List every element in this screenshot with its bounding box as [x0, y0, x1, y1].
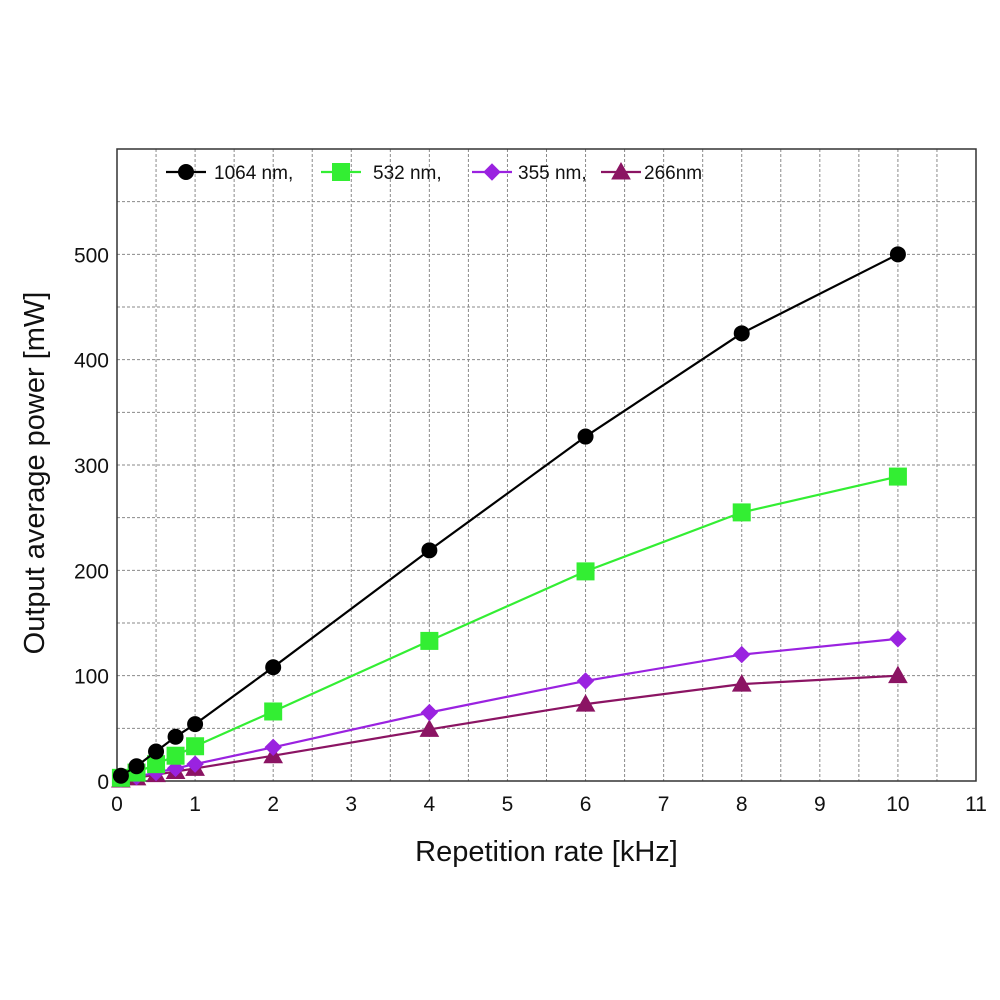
y-axis-title: Output average power [mW] — [19, 292, 51, 655]
series-line — [120, 475, 899, 779]
tick-labels: 0 1 2 3 4 5 6 7 8 9 10 11 0 100 200 300 400 500 — [74, 244, 987, 816]
data-point-circle — [148, 743, 165, 760]
x-tick-label: 11 — [965, 793, 987, 816]
data-point-circle — [889, 246, 906, 263]
y-tick-label: 0 — [97, 771, 109, 794]
legend: 1064 nm, 532 nm, 355 nm, 266nm — [166, 161, 702, 184]
data-point-square — [732, 503, 751, 522]
data-point-diamond — [264, 738, 282, 757]
series-group — [111, 246, 908, 788]
legend-label: 266nm — [644, 163, 702, 184]
x-axis-title: Repetition rate [kHz] — [415, 836, 678, 868]
data-point-triangle — [888, 665, 908, 684]
data-point-circle — [733, 325, 750, 342]
data-point-diamond — [576, 672, 595, 690]
data-point-square — [888, 467, 907, 486]
legend-entry: 532 nm, — [321, 163, 442, 184]
data-point-square — [166, 746, 185, 765]
data-point-circle — [112, 767, 129, 784]
series-line — [120, 253, 899, 777]
x-tick-label: 5 — [502, 793, 514, 816]
series-line — [120, 674, 898, 781]
series-1 — [111, 467, 907, 787]
y-tick-label: 100 — [74, 666, 109, 689]
legend-label: 355 nm, — [518, 163, 587, 184]
legend-marker-triangle — [611, 161, 631, 180]
y-tick-label: 500 — [74, 244, 109, 267]
legend-label: 532 nm, — [373, 163, 442, 184]
legend-marker-circle — [178, 164, 194, 180]
y-tick-label: 400 — [74, 350, 109, 373]
data-point-square — [420, 631, 439, 650]
data-point-square — [186, 737, 205, 756]
legend-entry: 1064 nm, — [166, 163, 293, 184]
data-point-circle — [128, 758, 145, 775]
x-tick-label: 10 — [886, 793, 909, 816]
x-tick-label: 8 — [736, 793, 748, 816]
x-tick-label: 6 — [580, 793, 592, 816]
series-3 — [111, 665, 908, 788]
data-point-circle — [577, 428, 594, 445]
data-point-diamond — [733, 645, 751, 664]
legend-entry: 266nm — [601, 161, 702, 184]
data-point-square — [576, 562, 595, 581]
x-tick-label: 9 — [814, 793, 826, 816]
data-point-triangle — [575, 694, 596, 712]
x-tick-label: 1 — [189, 793, 201, 816]
data-point-diamond — [889, 630, 907, 648]
data-point-triangle — [419, 719, 440, 737]
data-point-triangle — [731, 674, 752, 692]
data-point-circle — [265, 659, 282, 676]
grid — [117, 149, 976, 781]
series-line — [120, 637, 899, 780]
data-point-circle — [421, 542, 438, 559]
x-tick-label: 4 — [424, 793, 436, 816]
x-tick-label: 0 — [111, 793, 123, 816]
data-point-circle — [187, 716, 204, 733]
legend-marker-square — [332, 163, 350, 181]
data-point-diamond — [186, 755, 204, 773]
data-point-circle — [167, 728, 184, 745]
legend-entry: 355 nm, — [472, 163, 587, 184]
x-tick-label: 7 — [658, 793, 670, 816]
y-tick-label: 200 — [74, 560, 109, 583]
plot-frame — [116, 148, 977, 782]
series-0 — [112, 246, 906, 784]
data-point-diamond — [420, 703, 439, 722]
legend-marker-diamond — [483, 163, 501, 181]
y-tick-label: 300 — [74, 455, 109, 478]
x-tick-label: 2 — [267, 793, 279, 816]
data-point-square — [264, 702, 283, 721]
x-tick-label: 3 — [345, 793, 357, 816]
legend-label: 1064 nm, — [214, 163, 293, 184]
